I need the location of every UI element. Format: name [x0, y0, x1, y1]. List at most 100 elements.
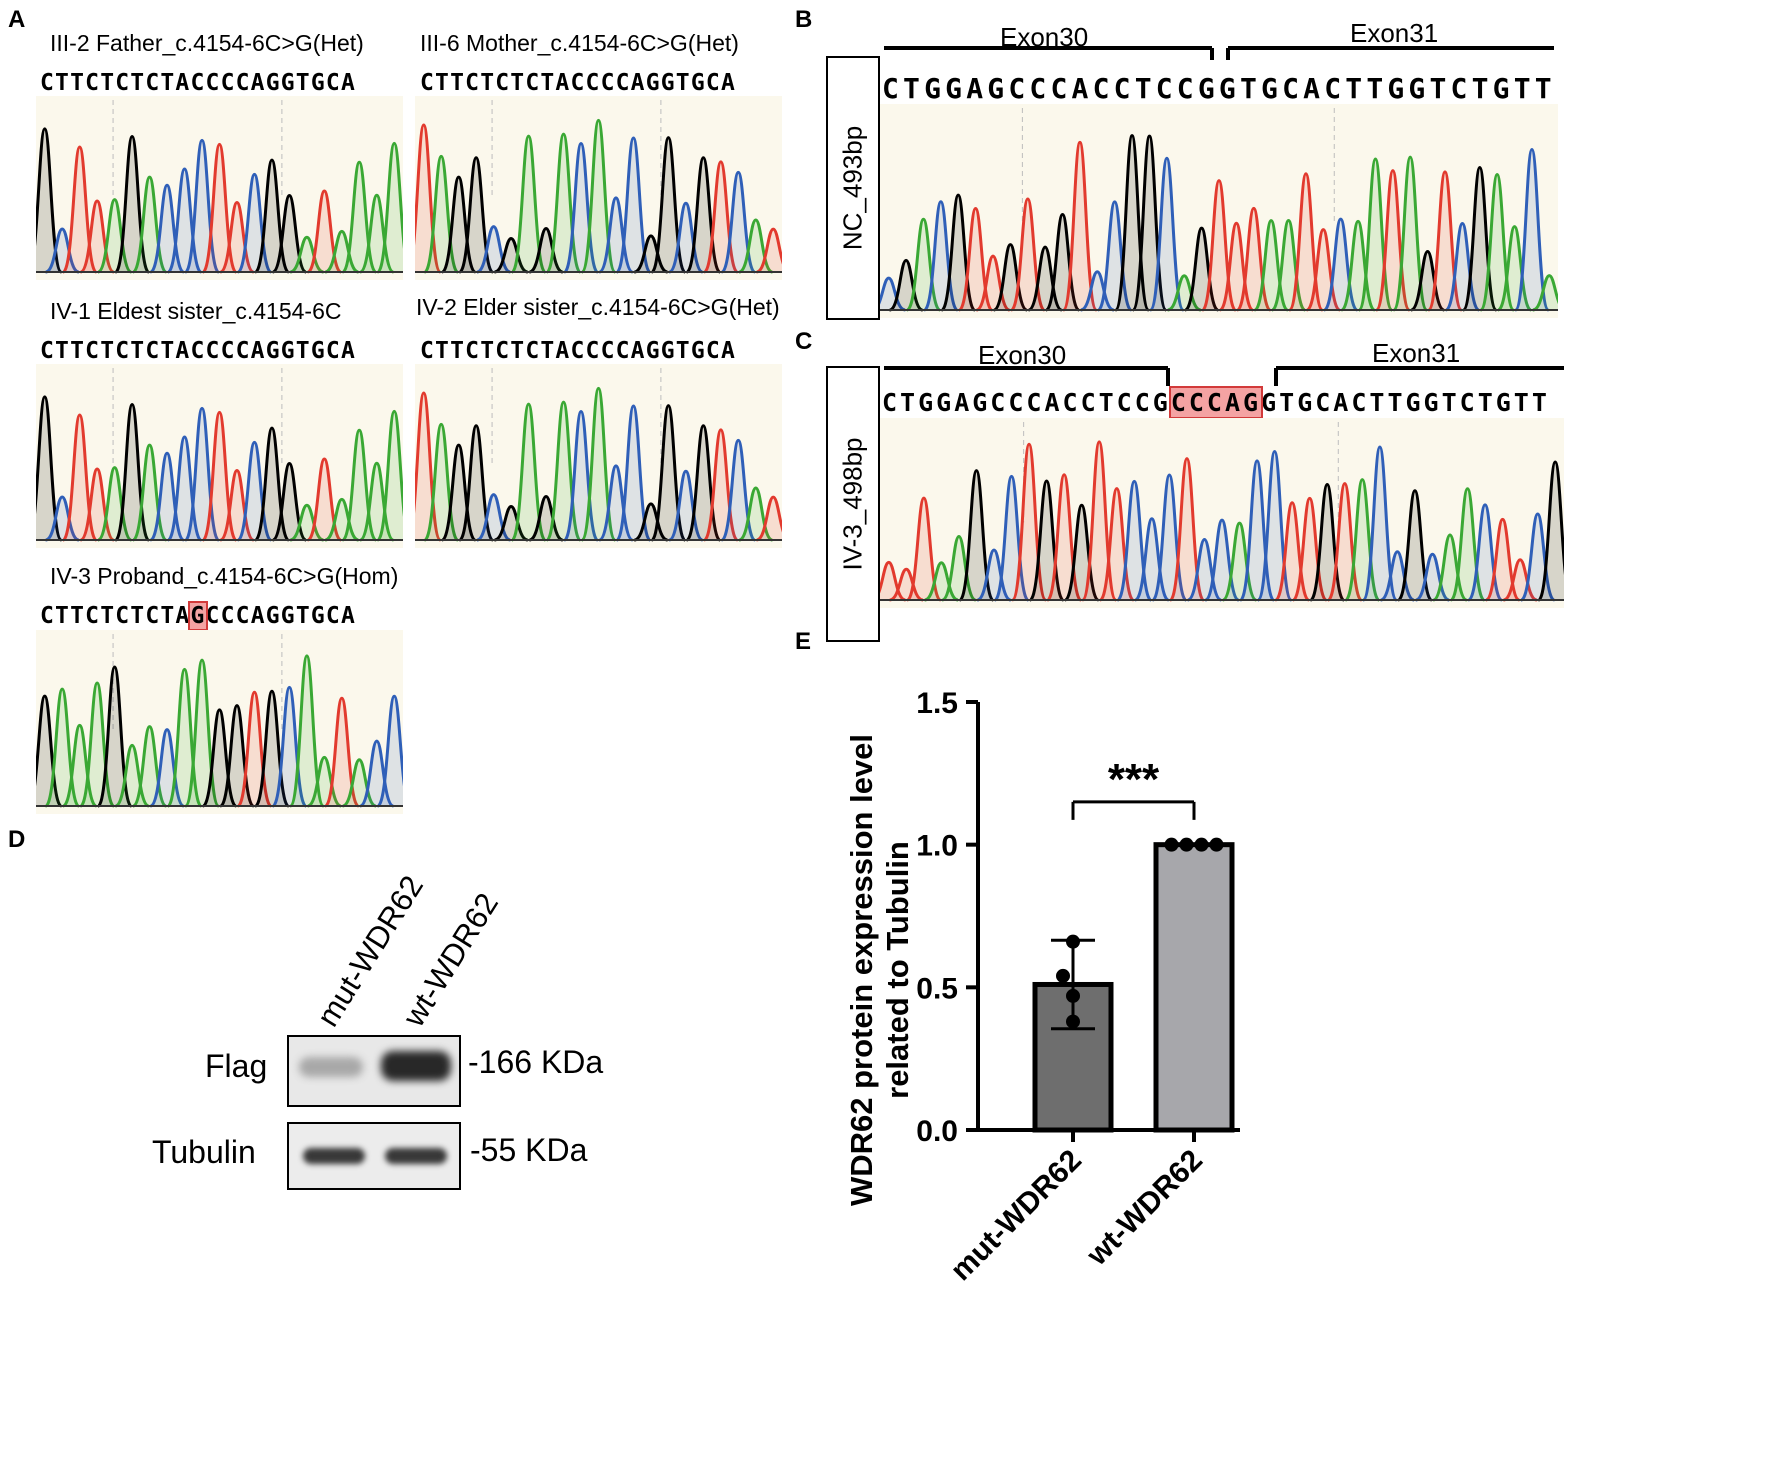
trace-seq-elder-sister: CTTCTCTCTACCCCAGGTGCA [420, 338, 736, 364]
chromatogram-peak [1061, 140, 1098, 312]
chromatogram-peak [36, 395, 63, 542]
data-point [1194, 837, 1209, 852]
proband-mutation-highlight: G [188, 601, 208, 631]
chromatogram-peak [493, 236, 529, 274]
chromatogram-peak [668, 469, 704, 542]
trace-background [36, 96, 403, 280]
chromatogram-peak [1392, 155, 1429, 312]
sequence-c-after: GTGCACTTGGTCTGTT [1261, 388, 1550, 417]
chromatogram-peak [1167, 274, 1202, 312]
chromatogram-peak [289, 503, 325, 542]
chromatogram-peak [958, 469, 995, 602]
chromatogram-peak [755, 495, 782, 542]
chromatogram-peak [44, 495, 80, 542]
chromatogram-peak [1496, 225, 1533, 312]
chromatogram-b [880, 104, 1558, 318]
chromatogram-peak [358, 461, 395, 542]
chromatogram-peak [597, 464, 635, 542]
chromatogram-peak [1537, 460, 1564, 602]
band-label-flag: Flag [205, 1048, 268, 1084]
chromatogram-peak [941, 535, 977, 602]
trace-background [415, 96, 782, 280]
chromatogram-peak [36, 694, 63, 808]
panel-e-letter: E [795, 628, 812, 655]
chromatogram-eldest-sister [36, 364, 403, 548]
trace-background [880, 418, 1564, 608]
panel-a-letter: A [8, 6, 26, 33]
chromatogram-peak [1444, 222, 1481, 312]
trace-background [36, 364, 403, 548]
chromatogram-peak [288, 654, 325, 808]
band-label-tubulin: Tubulin [152, 1134, 256, 1170]
trace-background [36, 630, 403, 814]
panel-c-letter: C [795, 328, 813, 355]
blot-tubulin [287, 1122, 461, 1190]
chromatogram-peak [1148, 156, 1185, 312]
x-tick-label-wt-WDR62: wt-WDR62 [1080, 1144, 1209, 1273]
trace-seq-eldest-sister: CTTCTCTCTACCCCAGGTGCA [40, 338, 356, 364]
chromatogram-peak [668, 201, 704, 274]
chromatogram-peak [597, 196, 635, 274]
exon31-label-b: Exon31 [1350, 18, 1439, 48]
chromatogram-c [880, 418, 1564, 608]
chromatogram-peak [458, 424, 495, 542]
trace-title-elder-sister: IV-2 Elder sister_c.4154-6C>G(Het) [416, 294, 780, 320]
data-point [1209, 837, 1224, 852]
chromatogram-peak [97, 466, 133, 542]
proband-seq-before: CTTCTCTCTA [40, 603, 191, 629]
chromatogram-peak [1080, 270, 1115, 312]
exon30-label-c: Exon30 [978, 340, 1067, 370]
y-axis-title-line2: related to Tubulin [880, 841, 915, 1099]
data-point [1066, 1014, 1080, 1029]
chromatogram-peak [1221, 521, 1258, 602]
chromatogram-peak [1513, 148, 1550, 312]
y-tick-label: 0.5 [916, 972, 958, 1005]
chromatogram-peak [376, 694, 403, 808]
chromatogram-peak [1432, 533, 1468, 602]
y-tick-label: 1.0 [916, 830, 958, 863]
y-tick-label: 1.5 [916, 687, 958, 720]
chromatogram-peak [880, 560, 907, 602]
chromatogram-peak [1502, 558, 1538, 602]
trace-seq-mother: CTTCTCTCTACCCCAGGTGCA [420, 70, 736, 96]
sample-label-b-text: NC_493bp [837, 125, 868, 251]
chromatogram-peak [1361, 445, 1398, 602]
exon-bracket-c [884, 366, 1564, 386]
data-point [1164, 837, 1179, 852]
chromatogram-peak [36, 127, 63, 274]
chromatogram-peak [1380, 550, 1415, 602]
chromatogram-peak [97, 198, 133, 274]
chromatogram-peak [880, 276, 906, 312]
data-point [1066, 988, 1080, 1003]
chromatogram-peak [888, 258, 924, 312]
x-tick-label-mut-WDR62: mut-WDR62 [944, 1144, 1088, 1288]
chromatogram-peak [493, 504, 529, 542]
chromatogram-peak [993, 243, 1028, 312]
proband-seq-after: CCCAGGTGCA [205, 603, 357, 629]
exon31-label-c: Exon31 [1372, 338, 1461, 368]
band-flag-mut [299, 1057, 363, 1077]
trace-title-father: III-2 Father_c.4154-6C>G(Het) [50, 30, 364, 56]
trace-seq-father: CTTCTCTCTACCCCAGGTGCA [40, 70, 356, 96]
trace-background [415, 364, 782, 548]
y-axis-title-line1: WDR62 protein expression level [844, 734, 879, 1206]
chromatogram-peak [1340, 219, 1377, 312]
chromatogram-peak [510, 134, 547, 274]
chromatogram-elder-sister [415, 364, 782, 548]
chromatogram-peak [148, 728, 186, 808]
blot-flag [287, 1035, 461, 1107]
chromatogram-peak [905, 496, 942, 602]
chromatogram-father [36, 96, 403, 280]
trace-title-proband: IV-3 Proband_c.4154-6C>G(Hom) [50, 563, 399, 589]
bar-wt-WDR62 [1153, 842, 1235, 1133]
exon30-label-b: Exon30 [1000, 22, 1089, 52]
chromatogram-peak [528, 227, 564, 274]
chromatogram-peak [615, 136, 652, 274]
sample-label-c-text: IV-3_498bp [837, 437, 868, 571]
data-point [1066, 934, 1080, 949]
band-size-tubulin: -55 KDa [470, 1132, 588, 1168]
chromatogram-peak [289, 235, 325, 274]
significance-stars: *** [1108, 755, 1160, 804]
y-tick-label: 0.0 [916, 1115, 958, 1148]
sample-label-b: NC_493bp [826, 56, 880, 320]
